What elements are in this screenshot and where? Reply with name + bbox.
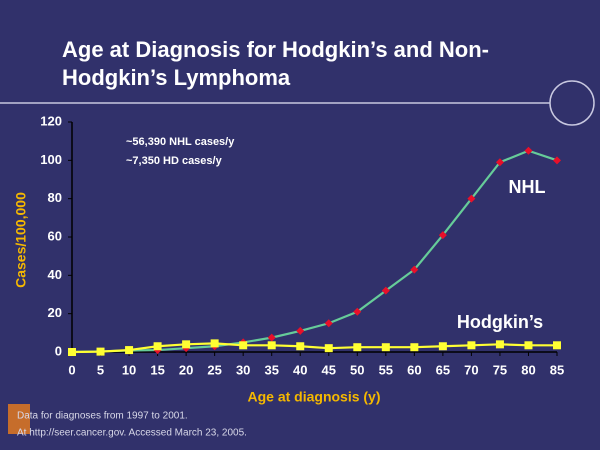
data-point <box>68 348 76 356</box>
data-point <box>467 341 476 350</box>
data-point <box>524 146 533 155</box>
data-point <box>353 307 362 316</box>
data-point <box>96 347 105 356</box>
chart-title: Age at Diagnosis for Hodgkin’s and Non-H… <box>62 37 489 90</box>
data-point <box>467 194 476 203</box>
x-tick-label: 85 <box>550 362 564 377</box>
y-axis-label: Cases/100,000 <box>13 192 29 288</box>
series-label: Hodgkin’s <box>457 312 543 332</box>
y-tick-label: 40 <box>48 267 62 282</box>
y-tick-label: 20 <box>48 305 62 320</box>
x-tick-label: 70 <box>464 362 478 377</box>
x-tick-label: 5 <box>97 362 104 377</box>
y-tick-label: 0 <box>55 343 62 358</box>
data-point <box>267 341 276 350</box>
x-axis-label: Age at diagnosis (y) <box>247 389 380 405</box>
footnote: At http://seer.cancer.gov. Accessed Marc… <box>17 428 247 439</box>
data-point <box>553 156 561 165</box>
data-point <box>438 342 447 351</box>
series-label: NHL <box>509 177 546 197</box>
data-point <box>381 343 390 352</box>
data-point <box>495 158 504 167</box>
logo <box>8 404 30 434</box>
data-point <box>296 342 305 351</box>
x-tick-label: 65 <box>436 362 450 377</box>
x-tick-label: 45 <box>322 362 336 377</box>
data-point <box>353 343 362 352</box>
x-tick-label: 75 <box>493 362 507 377</box>
data-point <box>153 342 162 351</box>
data-point <box>267 333 276 342</box>
data-point <box>239 341 248 350</box>
footnote: Data for diagnoses from 1997 to 2001. <box>17 411 188 422</box>
data-point <box>410 265 419 274</box>
ornament <box>549 80 595 126</box>
data-point <box>125 346 134 355</box>
data-point <box>553 341 561 350</box>
x-tick-label: 20 <box>179 362 193 377</box>
y-tick-label: 80 <box>48 190 62 205</box>
data-point <box>381 286 390 295</box>
data-point <box>210 339 219 348</box>
x-tick-label: 35 <box>264 362 278 377</box>
annotation: ~56,390 NHL cases/y <box>126 136 235 148</box>
x-tick-label: 55 <box>379 362 393 377</box>
data-point <box>324 344 333 353</box>
x-tick-label: 30 <box>236 362 250 377</box>
data-point <box>410 343 419 352</box>
data-point <box>524 341 533 350</box>
y-tick-label: 120 <box>40 113 62 128</box>
x-tick-label: 25 <box>207 362 221 377</box>
data-point <box>495 340 504 349</box>
x-tick-label: 15 <box>150 362 164 377</box>
x-tick-label: 0 <box>68 362 75 377</box>
annotation: ~7,350 HD cases/y <box>126 155 223 167</box>
data-point <box>296 326 305 335</box>
x-tick-label: 50 <box>350 362 364 377</box>
x-tick-label: 80 <box>521 362 535 377</box>
y-tick-label: 60 <box>48 228 62 243</box>
series-line <box>71 149 558 354</box>
series-line <box>71 342 557 354</box>
data-point <box>324 319 333 328</box>
data-point <box>182 340 191 349</box>
x-tick-label: 40 <box>293 362 307 377</box>
data-point <box>438 231 447 240</box>
x-tick-label: 10 <box>122 362 136 377</box>
y-tick-label: 100 <box>40 152 62 167</box>
x-tick-label: 60 <box>407 362 421 377</box>
